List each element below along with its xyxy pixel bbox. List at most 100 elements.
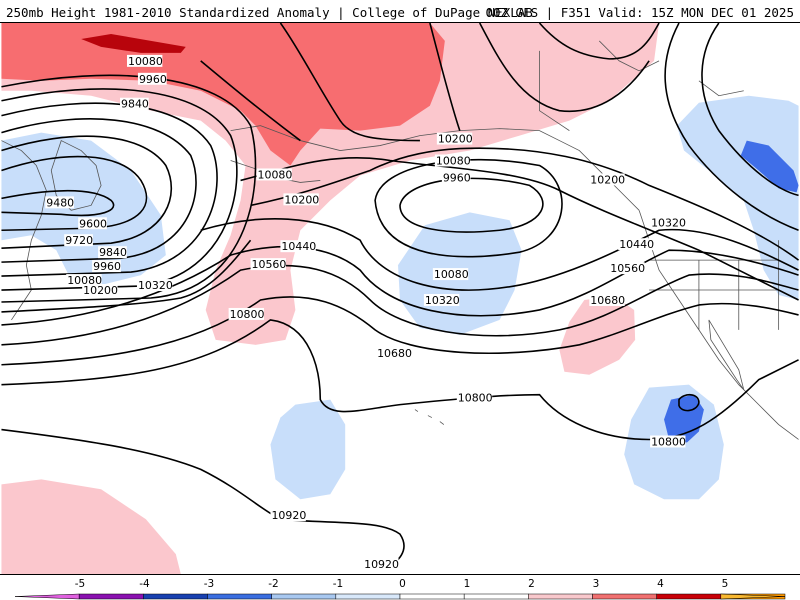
contour-label-bg xyxy=(650,216,686,229)
contour-label: 10200 xyxy=(438,133,473,146)
contour-label-bg xyxy=(98,246,127,259)
contour-10200-west xyxy=(1,74,257,303)
contour-north-2 xyxy=(200,60,301,142)
colorbar-swatches xyxy=(14,593,786,600)
contour-10200-main xyxy=(250,147,800,261)
contour-label: 10440 xyxy=(281,240,316,253)
map-header: 250mb Height 1981-2010 Standardized Anom… xyxy=(0,0,800,22)
contour-9840-west xyxy=(1,118,197,263)
contour-label-bg xyxy=(136,279,173,292)
contour-label-bg xyxy=(126,54,163,67)
contour-10320-west xyxy=(1,239,252,313)
contour-north-1 xyxy=(279,23,420,142)
height-contours xyxy=(1,23,800,570)
contour-label-bg xyxy=(376,346,412,359)
colorbar-swatch xyxy=(78,593,144,600)
contour-label-bg xyxy=(283,193,319,206)
contour-label: 10800 xyxy=(458,392,493,405)
contour-label: 10920 xyxy=(271,509,306,522)
contour-label: 10560 xyxy=(252,258,287,271)
contour-label: 10440 xyxy=(619,238,654,251)
contour-10800-main xyxy=(1,319,799,441)
contour-10680-main xyxy=(1,296,799,366)
colorbar-ticks: -5 -4 -3 -2 -1 0 1 2 3 4 5 xyxy=(75,578,729,590)
contour-10080-low xyxy=(374,158,563,258)
map-title: 250mb Height 1981-2010 Standardized Anom… xyxy=(6,5,533,20)
positive-anomaly-2 xyxy=(1,23,445,166)
negative-anomaly-2-northeast xyxy=(740,140,799,193)
contour-label-bg xyxy=(228,307,264,320)
colorbar-swatch xyxy=(720,593,786,600)
contour-label-bg xyxy=(589,294,625,306)
contour-9600 xyxy=(1,155,148,232)
contour-label-bg xyxy=(432,268,469,281)
contour-label: 10080 xyxy=(67,274,102,287)
contour-label-bg xyxy=(456,391,493,404)
kamchatka-coastline xyxy=(50,140,102,211)
contour-label: 10320 xyxy=(651,216,686,229)
na-west-coastline xyxy=(638,210,799,440)
contour-label: 9720 xyxy=(65,234,93,247)
us-state-grid xyxy=(649,240,780,330)
colorbar-tick-label: -4 xyxy=(139,578,150,590)
positive-anomaly-3 xyxy=(81,33,186,53)
colorbar-swatch xyxy=(271,593,337,600)
contour-label-bg xyxy=(423,294,460,306)
contour-north-5 xyxy=(538,23,660,60)
contour-label-bg xyxy=(250,258,286,271)
colorbar-swatch xyxy=(656,593,722,600)
contour-10560-main xyxy=(1,264,799,346)
contour-label-bg xyxy=(92,260,121,273)
contour-label: 10800 xyxy=(230,308,265,321)
canada-border xyxy=(539,50,570,131)
colorbar-swatch xyxy=(399,593,465,600)
contour-label-bg xyxy=(82,284,118,297)
contour-label-bg xyxy=(618,238,654,251)
contour-label: 10560 xyxy=(610,262,645,275)
colorbar-tick-label: 5 xyxy=(722,578,729,590)
contour-label: 10080 xyxy=(128,55,163,68)
colorbar-tick-label: 1 xyxy=(464,578,471,590)
contour-label-bg xyxy=(441,171,471,184)
contour-label: 9840 xyxy=(121,98,149,111)
colorbar-swatch xyxy=(335,593,401,600)
valid-time: 00Z GFS | F351 Valid: 15Z MON DEC 01 202… xyxy=(485,5,794,20)
contour-label-bg xyxy=(434,154,471,167)
contour-label-bg xyxy=(589,173,625,186)
negative-anomaly-1-south xyxy=(270,399,346,500)
colorbar-tick-label: 3 xyxy=(593,578,600,590)
colorbar-swatch xyxy=(14,593,80,600)
contour-label: 10680 xyxy=(377,347,412,360)
contour-label-bg xyxy=(137,72,167,85)
anomaly-colorbar: -5 -4 -3 -2 -1 0 1 2 3 4 5 xyxy=(14,578,786,600)
contour-label-bg xyxy=(64,234,93,247)
contour-label-bg xyxy=(45,196,74,209)
asia-coastline xyxy=(1,140,47,321)
contour-label: 10200 xyxy=(590,173,625,186)
contour-label: 10320 xyxy=(425,294,460,307)
contour-label: 10680 xyxy=(590,294,625,307)
colorbar-tick-label: -5 xyxy=(75,578,85,590)
contour-9960-west xyxy=(1,102,218,277)
contour-labels: 1008099609840100801020094809600972098409… xyxy=(45,55,686,571)
contour-10080-main xyxy=(240,157,799,301)
colorbar-swatch xyxy=(592,593,657,600)
alaska-coastline xyxy=(230,125,640,211)
positive-anomaly-1-east xyxy=(559,296,636,375)
contour-north-4 xyxy=(479,23,650,113)
contour-label-bg xyxy=(120,97,149,110)
contour-label-bg xyxy=(270,509,306,522)
contour-label-bg xyxy=(256,168,292,181)
colorbar-tick-label: -1 xyxy=(333,578,343,590)
contour-label: 10920 xyxy=(364,558,399,571)
contour-label: 10080 xyxy=(436,154,471,167)
contour-label: 10200 xyxy=(83,284,118,297)
positive-anomaly-1-southwest xyxy=(1,479,181,574)
height-anomaly-map: 1008099609840100801020094809600972098409… xyxy=(0,22,800,575)
contour-9480 xyxy=(1,189,115,217)
contour-label-bg xyxy=(78,217,107,230)
colorbar-swatch xyxy=(207,593,272,600)
contour-label-bg xyxy=(66,274,102,287)
contour-north-3 xyxy=(429,23,461,131)
contour-9960-low xyxy=(399,177,544,233)
